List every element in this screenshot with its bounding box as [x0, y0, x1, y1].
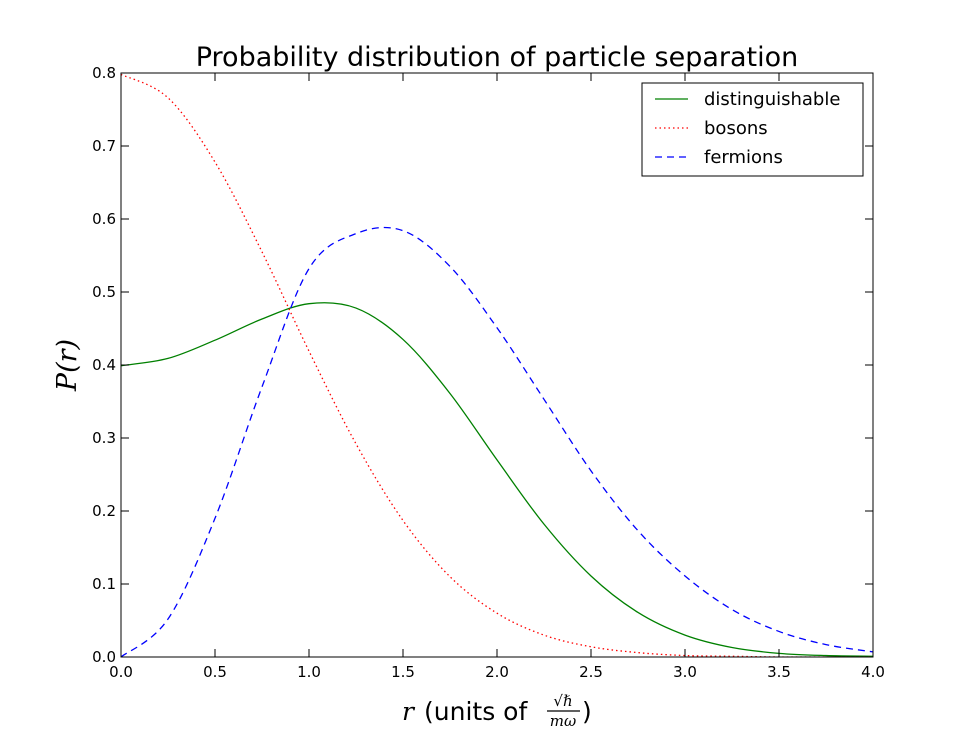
legend-label-fermions: fermions: [704, 147, 783, 168]
x-tick-label: 3.0: [673, 663, 697, 681]
legend-label-bosons: bosons: [704, 118, 768, 139]
y-tick-label: 0.6: [92, 210, 116, 228]
plot-area: 0.0 0.5 1.0 1.5 2.0 2.5 3.0 3.5 4.0 0.0 0.1 0.2 0.3 0…: [92, 64, 885, 681]
x-tick-label: 4.0: [861, 663, 885, 681]
x-tick-label: 2.5: [579, 663, 603, 681]
y-tick-label: 0.2: [92, 502, 116, 520]
series-line-distinguishable: [121, 302, 873, 657]
ticks-layer: 0.0 0.5 1.0 1.5 2.0 2.5 3.0 3.5 4.0 0.0 0.1 0.2 0.3 0…: [92, 64, 885, 681]
x-axis-label-text: (units of: [424, 697, 528, 726]
chart-title: Probability distribution of particle sep…: [196, 42, 799, 73]
x-tick-label: 0.5: [203, 663, 227, 681]
x-tick-label: 1.5: [391, 663, 415, 681]
y-tick-label: 0.5: [92, 283, 116, 301]
y-tick-label: 0.7: [92, 137, 116, 155]
x-axis-label-fraction-numerator: √ℏ: [553, 692, 572, 710]
legend: distinguishable bosons fermions: [641, 82, 864, 177]
axes-frame: [120, 72, 874, 658]
x-axis-label: r (units of √ℏ mω ): [402, 692, 592, 730]
series-line-fermions: [121, 226, 873, 657]
x-tick-label: 1.0: [297, 663, 321, 681]
y-tick-label: 0.4: [92, 356, 116, 374]
x-axis-label-variable: r: [402, 697, 416, 726]
y-tick-label: 0.1: [92, 575, 116, 593]
x-axis-label-close: ): [582, 697, 592, 726]
x-axis-label-fraction-denominator: mω: [550, 712, 576, 730]
y-tick-label: 0.3: [92, 429, 116, 447]
x-tick-label: 3.5: [767, 663, 791, 681]
series-layer: [121, 73, 873, 657]
series-line-bosons: [121, 73, 873, 657]
x-tick-label: 2.0: [485, 663, 509, 681]
x-tick-label: 0.0: [109, 663, 133, 681]
y-tick-label: 0.8: [92, 64, 116, 82]
y-tick-label: 0.0: [92, 648, 116, 666]
legend-label-distinguishable: distinguishable: [704, 89, 840, 110]
y-axis-label: P(r): [52, 339, 83, 392]
